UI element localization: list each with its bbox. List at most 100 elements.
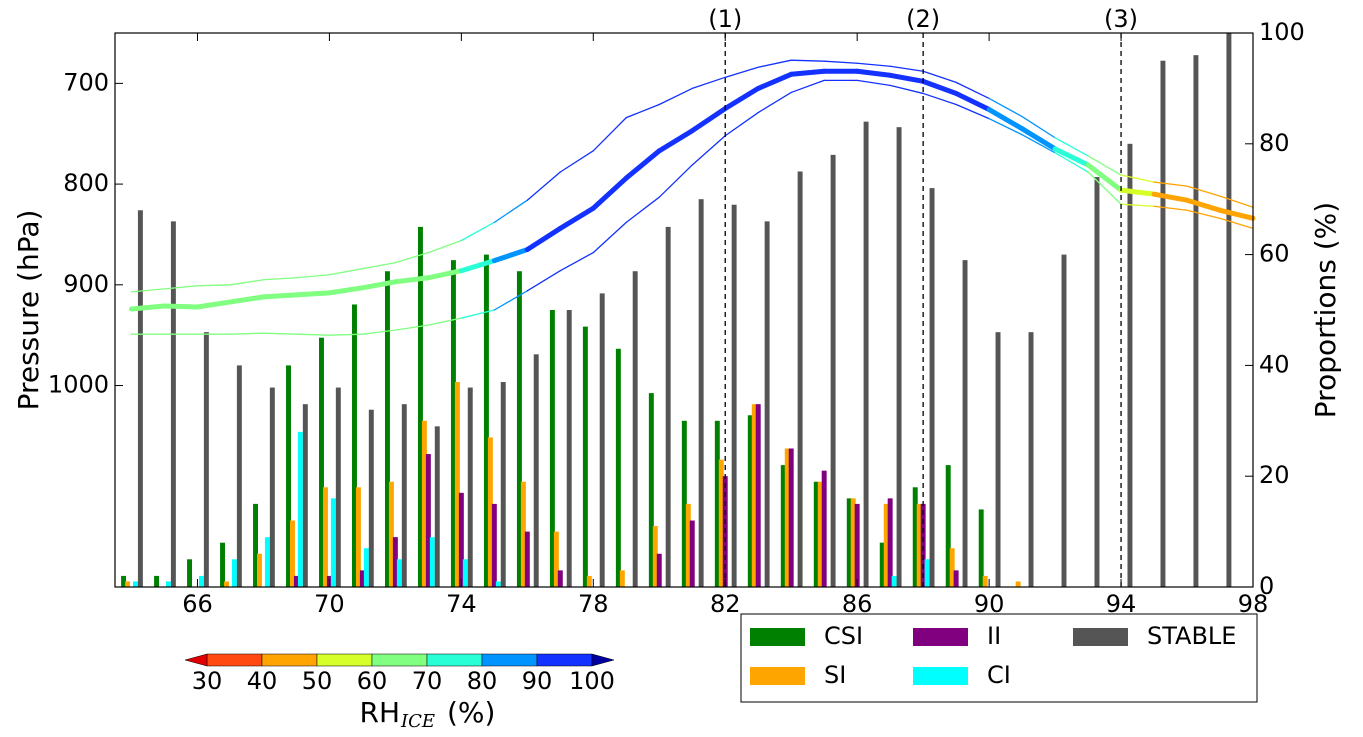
pressure-line-upper bbox=[427, 239, 462, 254]
bar bbox=[648, 393, 654, 587]
pressure-line-upper bbox=[658, 87, 693, 106]
bar bbox=[302, 404, 308, 587]
pressure-line-mean bbox=[722, 85, 761, 112]
bar bbox=[920, 503, 926, 587]
pressure-line-lower bbox=[1153, 205, 1188, 211]
pressure-line-lower bbox=[295, 333, 331, 336]
pressure-line-mean bbox=[623, 148, 662, 181]
colorbar-bin bbox=[536, 653, 593, 667]
bar bbox=[434, 426, 440, 587]
bar bbox=[319, 337, 324, 587]
bar bbox=[879, 542, 885, 587]
pressure-line-lower bbox=[328, 333, 364, 336]
pressure-line-upper bbox=[460, 221, 495, 242]
colorbar-bin bbox=[371, 653, 428, 667]
bar bbox=[553, 531, 559, 587]
bar bbox=[297, 431, 303, 587]
bar bbox=[817, 481, 823, 587]
pressure-line-upper bbox=[988, 97, 1023, 118]
bar bbox=[125, 581, 131, 587]
pressure-line-lower bbox=[427, 317, 462, 326]
pressure-line-upper bbox=[955, 81, 990, 100]
bar bbox=[467, 387, 473, 587]
bar bbox=[689, 520, 695, 587]
legend-label: CI bbox=[987, 661, 1011, 689]
bar bbox=[1160, 60, 1166, 587]
pressure-line-lower bbox=[1120, 203, 1155, 207]
bar bbox=[887, 498, 893, 587]
bar bbox=[698, 199, 704, 587]
bar bbox=[896, 127, 902, 588]
colorbar-bin bbox=[206, 653, 263, 667]
pressure-line-lower bbox=[955, 103, 990, 120]
bar bbox=[681, 420, 687, 587]
bar bbox=[557, 570, 563, 587]
pressure-line-upper bbox=[922, 70, 957, 84]
pressure-line-lower bbox=[1186, 209, 1221, 219]
marker-label: (2) bbox=[906, 5, 940, 33]
bar bbox=[718, 459, 724, 587]
pressure-line-mean bbox=[953, 90, 992, 113]
bar bbox=[355, 487, 361, 587]
pressure-line-upper bbox=[1021, 115, 1056, 139]
bar bbox=[359, 570, 365, 587]
bar bbox=[916, 503, 922, 587]
bar bbox=[582, 326, 588, 587]
bar bbox=[368, 409, 374, 587]
x-tick-label: 66 bbox=[182, 590, 213, 618]
colorbar-label-sub: ICE bbox=[400, 711, 435, 732]
bar bbox=[797, 171, 803, 587]
pressure-line-upper bbox=[493, 199, 528, 224]
bar bbox=[962, 260, 968, 587]
pressure-line-upper bbox=[691, 76, 726, 90]
pressure-line-mean bbox=[1184, 197, 1223, 213]
bar bbox=[821, 470, 827, 587]
bar bbox=[454, 382, 460, 587]
bar bbox=[1226, 33, 1232, 587]
bar bbox=[203, 332, 209, 587]
pressure-line-mean bbox=[260, 292, 299, 300]
bar bbox=[982, 575, 988, 587]
pressure-line-mean bbox=[590, 175, 629, 211]
x-tick-label: 82 bbox=[710, 590, 741, 618]
pressure-line-upper bbox=[1186, 185, 1221, 197]
legend-swatch bbox=[750, 667, 805, 685]
bar bbox=[170, 221, 176, 588]
bar bbox=[322, 487, 328, 587]
bar bbox=[286, 365, 291, 587]
pressure-line-upper bbox=[823, 60, 858, 64]
bar bbox=[751, 404, 757, 587]
bar bbox=[599, 293, 605, 587]
bar bbox=[121, 575, 127, 587]
pressure-line-lower bbox=[922, 92, 957, 106]
y2-tick-label: 60 bbox=[1259, 240, 1290, 268]
legend-swatch bbox=[913, 667, 968, 685]
y2-tick-label: 0 bbox=[1259, 572, 1274, 600]
pressure-line-lower bbox=[1021, 134, 1056, 154]
pressure-line-mean bbox=[293, 290, 332, 298]
pressure-line-upper bbox=[361, 262, 397, 270]
pressure-line-lower bbox=[856, 79, 891, 87]
colorbar-bin bbox=[316, 653, 373, 667]
pressure-line-mean bbox=[689, 106, 728, 134]
bar bbox=[780, 465, 786, 587]
legend-box bbox=[740, 613, 1258, 703]
y2-tick-label: 100 bbox=[1259, 18, 1305, 46]
pressure-line-upper bbox=[196, 284, 232, 287]
pressure-line-mean bbox=[656, 128, 695, 154]
pressure-line-lower bbox=[559, 251, 594, 272]
pressure-line-lower bbox=[691, 135, 726, 166]
pressure-line-upper bbox=[163, 285, 199, 290]
bar bbox=[421, 420, 427, 587]
bar bbox=[392, 537, 398, 587]
colorbar-tick-label: 70 bbox=[412, 667, 443, 695]
bar bbox=[520, 481, 526, 587]
bar bbox=[615, 348, 621, 587]
x-tick-label: 86 bbox=[842, 590, 873, 618]
bar bbox=[524, 531, 530, 587]
bar bbox=[949, 548, 955, 587]
bar bbox=[154, 575, 160, 587]
pressure-line-lower bbox=[592, 221, 627, 254]
pressure-line-upper bbox=[526, 171, 561, 201]
